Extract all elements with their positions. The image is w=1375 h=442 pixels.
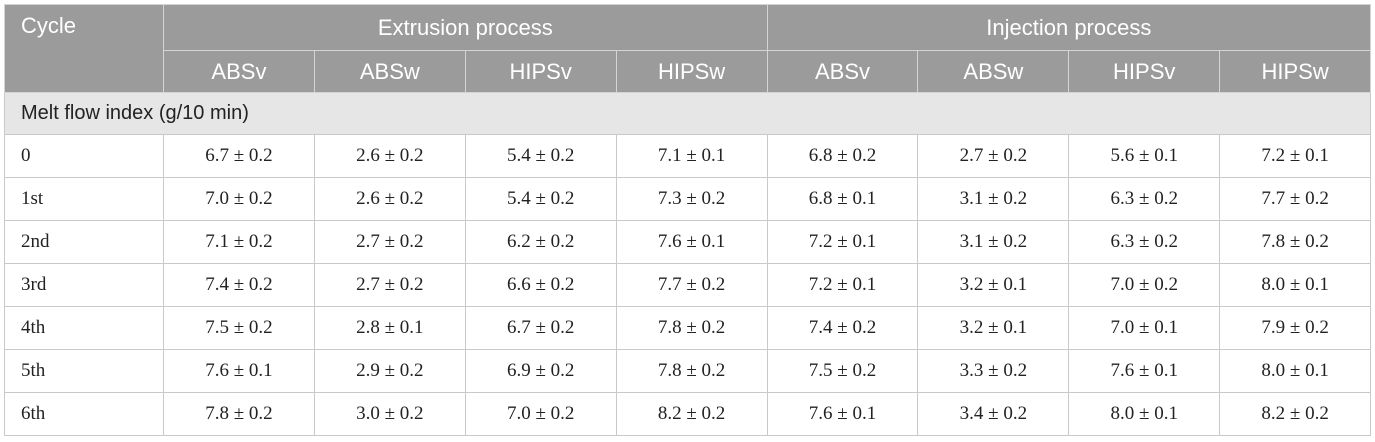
cycle-cell: 4th [4,306,164,350]
table-row: 0 6.7 ± 0.2 2.6 ± 0.2 5.4 ± 0.2 7.1 ± 0.1 6.8… [4,134,1372,178]
value-cell: 7.7 ± 0.2 [615,263,768,307]
value-cell: 7.2 ± 0.1 [766,263,919,307]
value-cell: 2.8 ± 0.1 [313,306,466,350]
table-container: Cycle Extrusion process Injection proces… [3,4,1372,436]
value-cell: 5.4 ± 0.2 [464,134,617,178]
subheader: ABSw [313,50,466,93]
subheader: HIPSw [1219,50,1372,93]
melt-flow-table: Cycle Extrusion process Injection proces… [3,4,1372,436]
section-row: Melt flow index (g/10 min) [3,92,1372,135]
value-cell: 8.0 ± 0.1 [1068,392,1221,436]
value-cell: 6.6 ± 0.2 [464,263,617,307]
value-cell: 3.1 ± 0.2 [917,220,1070,264]
value-cell: 7.1 ± 0.2 [163,220,315,264]
table-row: 6th 7.8 ± 0.2 3.0 ± 0.2 7.0 ± 0.2 8.2 ± 0.2 7… [4,392,1372,436]
value-cell: 7.6 ± 0.1 [163,349,315,393]
cycle-cell: 5th [4,349,164,393]
value-cell: 6.8 ± 0.1 [766,177,919,221]
value-cell: 7.8 ± 0.2 [615,349,768,393]
value-cell: 6.3 ± 0.2 [1068,177,1221,221]
subheader: ABSw [917,50,1070,93]
value-cell: 8.2 ± 0.2 [1219,392,1372,436]
cycle-column-header: Cycle [4,4,164,93]
value-cell: 7.5 ± 0.2 [163,306,315,350]
value-cell: 7.2 ± 0.1 [1219,134,1372,178]
value-cell: 7.6 ± 0.1 [766,392,919,436]
value-cell: 7.3 ± 0.2 [615,177,768,221]
cycle-cell: 3rd [4,263,164,307]
table-row: 2nd 7.1 ± 0.2 2.7 ± 0.2 6.2 ± 0.2 7.6 ± 0.1 7… [4,220,1372,264]
subheader: HIPSw [615,50,768,93]
value-cell: 7.0 ± 0.2 [163,177,315,221]
subheader: ABSv [766,50,919,93]
value-cell: 6.7 ± 0.2 [464,306,617,350]
value-cell: 7.9 ± 0.2 [1219,306,1372,350]
value-cell: 7.0 ± 0.2 [1068,263,1221,307]
value-cell: 6.3 ± 0.2 [1068,220,1221,264]
value-cell: 2.7 ± 0.2 [917,134,1070,178]
value-cell: 7.4 ± 0.2 [766,306,919,350]
group-header-extrusion: Extrusion process [163,4,768,51]
value-cell: 3.2 ± 0.1 [917,306,1070,350]
table-row: 1st 7.0 ± 0.2 2.6 ± 0.2 5.4 ± 0.2 7.3 ± 0.2 6… [4,177,1372,221]
header-row-materials: ABSv ABSw HIPSv HIPSw ABSv ABSw HIPSv HI… [5,50,1372,93]
subheader: ABSv [163,50,315,93]
value-cell: 6.8 ± 0.2 [766,134,919,178]
value-cell: 5.6 ± 0.1 [1068,134,1221,178]
value-cell: 7.5 ± 0.2 [766,349,919,393]
value-cell: 6.9 ± 0.2 [464,349,617,393]
header-row-groups: Cycle Extrusion process Injection proces… [4,4,1372,93]
value-cell: 2.7 ± 0.2 [313,263,466,307]
value-cell: 8.0 ± 0.1 [1219,349,1372,393]
value-cell: 3.2 ± 0.1 [917,263,1070,307]
value-cell: 3.0 ± 0.2 [313,392,466,436]
value-cell: 8.2 ± 0.2 [615,392,768,436]
table-row: 5th 7.6 ± 0.1 2.9 ± 0.2 6.9 ± 0.2 7.8 ± 0.2 7… [4,349,1372,393]
value-cell: 3.3 ± 0.2 [917,349,1070,393]
value-cell: 2.9 ± 0.2 [313,349,466,393]
table-row: 4th 7.5 ± 0.2 2.8 ± 0.1 6.7 ± 0.2 7.8 ± 0.2 7… [4,306,1372,350]
value-cell: 7.1 ± 0.1 [615,134,768,178]
cycle-cell: 0 [4,134,164,178]
table-header: Cycle Extrusion process Injection proces… [4,4,1372,93]
group-header-injection: Injection process [766,4,1372,51]
value-cell: 7.7 ± 0.2 [1219,177,1372,221]
value-cell: 3.4 ± 0.2 [917,392,1070,436]
value-cell: 7.4 ± 0.2 [163,263,315,307]
value-cell: 7.0 ± 0.2 [464,392,617,436]
value-cell: 2.6 ± 0.2 [313,177,466,221]
value-cell: 7.2 ± 0.1 [766,220,919,264]
subheader: HIPSv [1068,50,1221,93]
value-cell: 7.8 ± 0.2 [163,392,315,436]
section-title: Melt flow index (g/10 min) [3,92,1372,135]
subheader: HIPSv [464,50,617,93]
table-row: 3rd 7.4 ± 0.2 2.7 ± 0.2 6.6 ± 0.2 7.7 ± 0.2 7… [4,263,1372,307]
table-body: Melt flow index (g/10 min) 0 6.7 ± 0.2 2.6… [3,92,1372,436]
value-cell: 3.1 ± 0.2 [917,177,1070,221]
value-cell: 2.6 ± 0.2 [313,134,466,178]
value-cell: 5.4 ± 0.2 [464,177,617,221]
cycle-cell: 2nd [4,220,164,264]
value-cell: 8.0 ± 0.1 [1219,263,1372,307]
value-cell: 6.7 ± 0.2 [163,134,315,178]
value-cell: 7.6 ± 0.1 [1068,349,1221,393]
value-cell: 6.2 ± 0.2 [464,220,617,264]
cycle-cell: 1st [4,177,164,221]
value-cell: 7.8 ± 0.2 [1219,220,1372,264]
value-cell: 7.6 ± 0.1 [615,220,768,264]
value-cell: 7.0 ± 0.1 [1068,306,1221,350]
value-cell: 7.8 ± 0.2 [615,306,768,350]
value-cell: 2.7 ± 0.2 [313,220,466,264]
cycle-cell: 6th [4,392,164,436]
